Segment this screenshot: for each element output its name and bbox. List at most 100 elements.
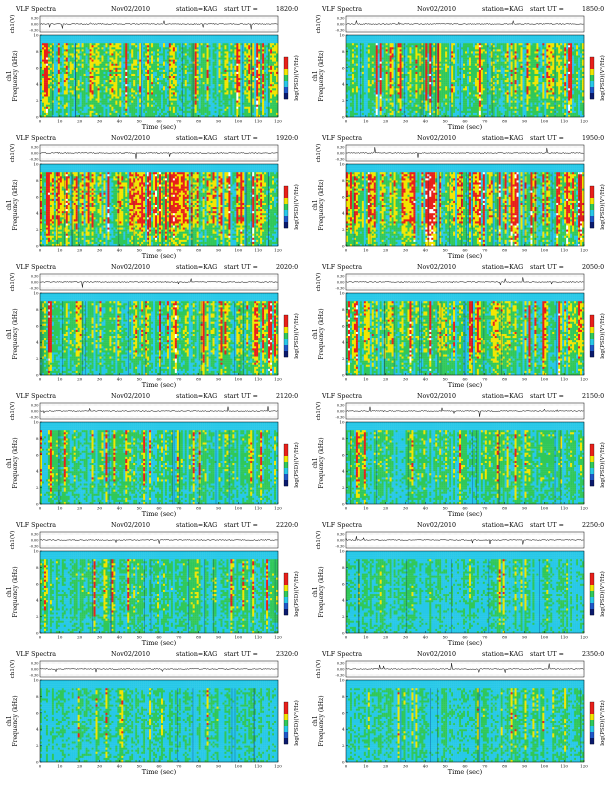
panel-header: VLF Spectra Nov02/2010 station=KAG start UT…	[6, 521, 306, 531]
freq-tick-label: 4	[342, 340, 345, 345]
time-tick-label: 70	[176, 635, 182, 640]
time-tick-label: 120	[274, 248, 282, 253]
freq-tick-label: 4	[342, 469, 345, 474]
header-station: station=KAG	[482, 393, 523, 400]
time-tick-label: 80	[196, 506, 202, 511]
freq-tick-label: 2	[36, 227, 39, 232]
spectrogram-panel: VLF Spectra Nov02/2010 station=KAG start UT…	[312, 392, 612, 520]
panel-header: VLF Spectra Nov02/2010 station=KAG start UT…	[312, 650, 612, 660]
waveform-tick-label: -0.30	[30, 416, 39, 420]
time-tick-label: 100	[235, 506, 243, 511]
freq-tick-label: 8	[36, 694, 39, 699]
spectrogram-panel: VLF Spectra Nov02/2010 station=KAG start UT…	[312, 263, 612, 391]
waveform-trace	[39, 539, 278, 544]
header-start-value: 2020:0	[276, 264, 298, 271]
header-start-label: start UT =	[530, 522, 564, 529]
time-tick-label: 20	[77, 635, 83, 640]
header-station: station=KAG	[176, 264, 217, 271]
waveform-tick-label: 0.00	[31, 668, 39, 672]
time-tick-label: 60	[156, 248, 162, 253]
time-tick-label: 80	[196, 377, 202, 382]
freq-tick-label: 10	[33, 162, 39, 167]
freq-tick-label: 4	[36, 469, 39, 474]
header-title: VLF Spectra	[16, 264, 56, 271]
time-tick-label: 90	[522, 377, 528, 382]
waveform-tick-label: 0.30	[337, 662, 345, 666]
panel-header: VLF Spectra Nov02/2010 station=KAG start UT…	[312, 392, 612, 402]
colorbar	[589, 314, 595, 358]
header-start-label: start UT =	[530, 264, 564, 271]
freq-tick-label: 6	[36, 323, 39, 328]
waveform-tick-label: -0.30	[30, 29, 39, 33]
header-start-value: 2120:0	[276, 393, 298, 400]
time-tick-label: 50	[137, 377, 143, 382]
time-tick-label: 120	[274, 764, 282, 769]
spectrogram-image	[346, 551, 585, 634]
time-tick-label: 120	[580, 635, 588, 640]
header-title: VLF Spectra	[16, 6, 56, 13]
panel-header: VLF Spectra Nov02/2010 station=KAG start UT…	[6, 134, 306, 144]
time-tick-label: 80	[502, 764, 508, 769]
time-tick-label: 50	[137, 506, 143, 511]
time-tick-label: 50	[443, 119, 449, 124]
waveform-tick-label: 0.00	[337, 668, 345, 672]
header-start-value: 2320:0	[276, 651, 298, 658]
time-tick-label: 40	[423, 764, 429, 769]
freq-tick-label: 4	[342, 598, 345, 603]
waveform-tick-label: 0.00	[31, 152, 39, 156]
waveform-tick-label: 0.00	[337, 281, 345, 285]
time-tick-label: 110	[254, 764, 262, 769]
time-tick-label: 0	[39, 635, 42, 640]
waveform-trace	[345, 277, 584, 286]
header-start-value: 1920:0	[276, 135, 298, 142]
spectrogram-panel: VLF Spectra Nov02/2010 station=KAG start UT…	[6, 5, 306, 133]
freq-tick-label: 8	[36, 565, 39, 570]
waveform-trace	[39, 406, 278, 414]
time-tick-label: 100	[235, 377, 243, 382]
header-station: station=KAG	[482, 135, 523, 142]
time-tick-label: 10	[363, 119, 369, 124]
waveform-tick-label: -0.30	[336, 287, 345, 291]
spectrogram-image	[346, 164, 585, 247]
waveform-tick-label: 0.00	[337, 152, 345, 156]
time-tick-label: 60	[462, 377, 468, 382]
panel-header: VLF Spectra Nov02/2010 station=KAG start UT…	[6, 650, 306, 660]
panel-header: VLF Spectra Nov02/2010 station=KAG start UT…	[312, 134, 612, 144]
waveform-tick-label: 0.30	[337, 146, 345, 150]
time-tick-label: 90	[216, 377, 222, 382]
time-tick-label: 40	[423, 377, 429, 382]
time-tick-label: 100	[541, 764, 549, 769]
waveform-tick-label: 0.30	[31, 17, 39, 21]
freq-tick-label: 0	[342, 115, 345, 120]
time-tick-label: 80	[502, 635, 508, 640]
time-tick-label: 30	[97, 377, 103, 382]
panel-header: VLF Spectra Nov02/2010 station=KAG start UT…	[6, 263, 306, 273]
time-tick-label: 50	[443, 635, 449, 640]
time-tick-label: 40	[117, 635, 123, 640]
time-tick-label: 50	[443, 377, 449, 382]
time-axis-label: Time (sec)	[448, 123, 483, 131]
time-tick-label: 50	[443, 506, 449, 511]
header-start-label: start UT =	[224, 135, 258, 142]
header-date: Nov02/2010	[417, 135, 456, 142]
header-start-label: start UT =	[530, 651, 564, 658]
time-tick-label: 40	[117, 764, 123, 769]
colorbar	[589, 185, 595, 229]
waveform-trace	[345, 20, 584, 26]
waveform-tick-label: 0.00	[337, 410, 345, 414]
colorbar	[589, 701, 595, 745]
time-tick-label: 110	[560, 119, 568, 124]
waveform-tick-label: 0.30	[31, 146, 39, 150]
freq-tick-label: 2	[36, 743, 39, 748]
spectrogram-panel: VLF Spectra Nov02/2010 station=KAG start UT…	[6, 263, 306, 391]
waveform-tick-label: 0.30	[31, 662, 39, 666]
time-tick-label: 0	[39, 248, 42, 253]
time-tick-label: 50	[137, 119, 143, 124]
time-tick-label: 80	[502, 377, 508, 382]
freq-tick-label: 8	[36, 436, 39, 441]
colorbar	[589, 56, 595, 100]
freq-tick-label: 8	[36, 307, 39, 312]
